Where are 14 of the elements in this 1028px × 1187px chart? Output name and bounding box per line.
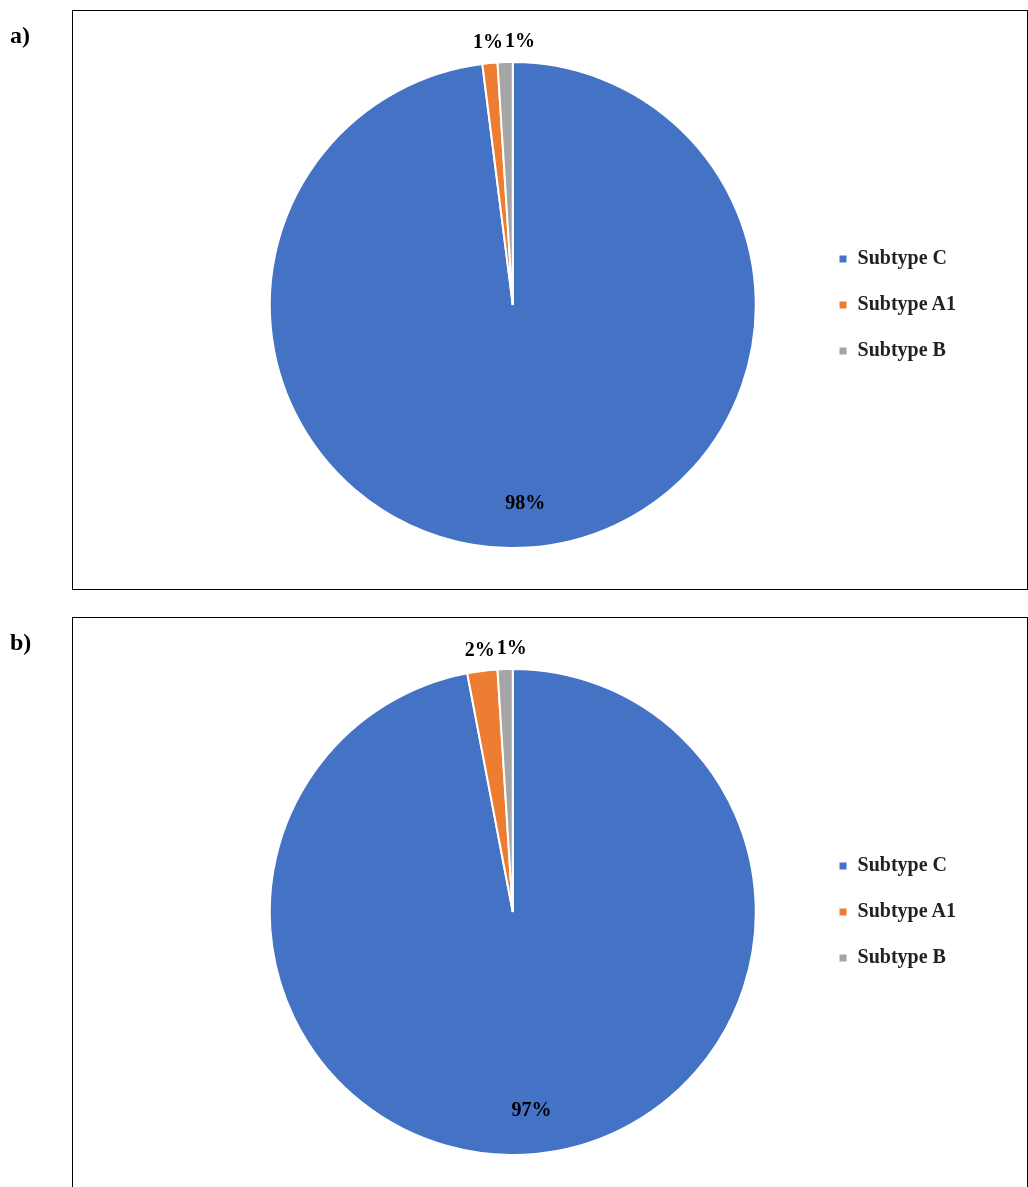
data-label: 98% [505,491,546,514]
data-label: 97% [511,1097,552,1120]
legend-label: Subtype B [857,945,946,969]
data-label: 2% [464,638,495,661]
text: b) [10,629,32,656]
legend-label: Subtype C [857,246,948,270]
legend-label: Subtype A1 [857,899,956,923]
legend-label: Subtype C [857,853,948,877]
legend-label: Subtype B [857,338,946,362]
data-label: 1% [496,636,527,659]
data-label: 1% [473,30,504,53]
legend-label: Subtype A1 [857,292,956,316]
text: a) [10,22,30,49]
data-label: 1% [505,29,536,52]
